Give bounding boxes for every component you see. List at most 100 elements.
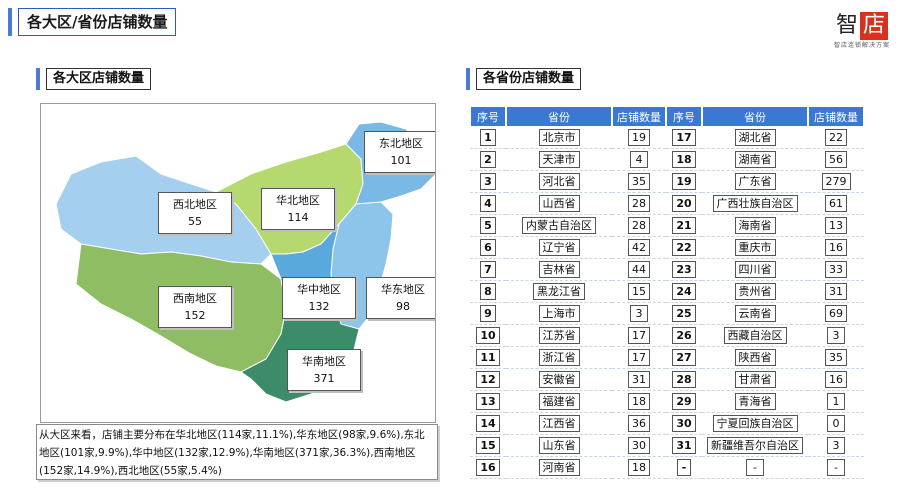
cell-province: 四川省 (702, 259, 808, 281)
cell-count-value: 33 (825, 261, 847, 278)
cell-seq: 2 (470, 149, 506, 171)
header-seq: 序号 (470, 106, 506, 127)
region-label-huazhong: 华中地区 132 (282, 277, 356, 319)
cell-count-value: 16 (825, 239, 847, 256)
cell-seq: 14 (470, 413, 506, 435)
cell-seq: 5 (470, 215, 506, 237)
cell-province: 新疆维吾尔自治区 (702, 435, 808, 457)
region-count: 371 (313, 372, 335, 385)
cell-province-value: 宁夏回族自治区 (712, 415, 798, 432)
region-count: 98 (396, 300, 410, 313)
region-name: 西南地区 (173, 292, 217, 305)
cell-province-value: 湖南省 (734, 151, 776, 168)
cell-count-value: 0 (827, 415, 845, 432)
cell-count: 0 (808, 413, 864, 435)
cell-province-value: 内蒙古自治区 (522, 217, 596, 234)
cell-seq: 28 (666, 369, 702, 391)
cell-seq: 27 (666, 347, 702, 369)
table-row: 8 黑龙江省 15 24 贵州省 31 (470, 281, 864, 303)
cell-seq-value: 28 (672, 371, 696, 388)
cell-seq: 4 (470, 193, 506, 215)
cell-province: 贵州省 (702, 281, 808, 303)
cell-seq-value: 24 (672, 283, 696, 300)
province-section-title-text: 各省份店铺数量 (476, 68, 582, 90)
cell-province: 内蒙古自治区 (506, 215, 612, 237)
cell-province: 福建省 (506, 391, 612, 413)
cell-province-value: 广西壮族自治区 (712, 195, 798, 212)
cell-seq-value: 7 (480, 261, 496, 278)
cell-count-value: 4 (630, 151, 648, 168)
cell-count-value: 18 (628, 459, 650, 476)
region-section-title: 各大区店铺数量 (36, 67, 152, 91)
cell-province: 山东省 (506, 435, 612, 457)
cell-count-value: 35 (628, 173, 650, 190)
cell-seq-value: - (677, 459, 691, 476)
header-seq: 序号 (666, 106, 702, 127)
cell-province: 青海省 (702, 391, 808, 413)
cell-province: 黑龙江省 (506, 281, 612, 303)
cell-seq: 29 (666, 391, 702, 413)
cell-count: 42 (612, 237, 666, 259)
cell-province-value: 安徽省 (538, 371, 580, 388)
cell-seq-value: 16 (476, 459, 500, 476)
cell-count: 31 (612, 369, 666, 391)
cell-province-value: 四川省 (734, 261, 776, 278)
cell-seq: 10 (470, 325, 506, 347)
cell-province-value: 黑龙江省 (533, 283, 585, 300)
cell-count: 15 (612, 281, 666, 303)
brand-logo: 智店 智店连锁解决方案 (826, 12, 898, 56)
cell-seq: 8 (470, 281, 506, 303)
cell-province-value: 新疆维吾尔自治区 (707, 437, 803, 454)
cell-seq: 12 (470, 369, 506, 391)
cell-count-value: 1 (827, 393, 845, 410)
cell-province: 甘肃省 (702, 369, 808, 391)
cell-province: 安徽省 (506, 369, 612, 391)
cell-count: 36 (612, 413, 666, 435)
cell-count: 279 (808, 171, 864, 193)
cell-count: 18 (612, 457, 666, 479)
cell-count: 17 (612, 347, 666, 369)
cell-count: 56 (808, 149, 864, 171)
cell-seq-value: 9 (480, 305, 496, 322)
cell-province-value: 重庆市 (734, 239, 776, 256)
region-count: 101 (390, 154, 412, 167)
cell-province: 天津市 (506, 149, 612, 171)
province-store-table: 序号 省份 店铺数量 序号 省份 店铺数量 1 北京市 19 17 湖北省 22 2 天津市 4… (470, 106, 864, 479)
cell-province: 吉林省 (506, 259, 612, 281)
cell-seq-value: 27 (672, 349, 696, 366)
cell-seq: 31 (666, 435, 702, 457)
cell-count: 17 (612, 325, 666, 347)
cell-province: 河北省 (506, 171, 612, 193)
cell-count-value: - (827, 459, 845, 476)
cell-seq-value: 30 (672, 415, 696, 432)
cell-province-value: 福建省 (538, 393, 580, 410)
cell-count: 33 (808, 259, 864, 281)
cell-province: 湖南省 (702, 149, 808, 171)
cell-count: 3 (808, 435, 864, 457)
region-section-title-text: 各大区店铺数量 (46, 68, 152, 90)
cell-province: 江西省 (506, 413, 612, 435)
cell-count: 22 (808, 127, 864, 149)
logo-char-main: 智 (835, 13, 858, 38)
table-row: 10 江苏省 17 26 西藏自治区 3 (470, 325, 864, 347)
cell-seq-value: 11 (476, 349, 500, 366)
cell-count-value: 13 (825, 217, 847, 234)
region-name: 华南地区 (302, 355, 346, 368)
cell-seq: - (666, 457, 702, 479)
table-row: 13 福建省 18 29 青海省 1 (470, 391, 864, 413)
cell-seq-value: 26 (672, 327, 696, 344)
cell-count: 28 (612, 215, 666, 237)
cell-province: 辽宁省 (506, 237, 612, 259)
cell-seq: 21 (666, 215, 702, 237)
cell-seq: 15 (470, 435, 506, 457)
cell-seq: 30 (666, 413, 702, 435)
cell-count-value: 44 (628, 261, 650, 278)
cell-count-value: 279 (821, 173, 851, 190)
cell-province-value: 辽宁省 (538, 239, 580, 256)
cell-province-value: 江苏省 (538, 327, 580, 344)
cell-province-value: 河南省 (538, 459, 580, 476)
cell-seq: 19 (666, 171, 702, 193)
cell-province-value: 山西省 (538, 195, 580, 212)
cell-count-value: 61 (825, 195, 847, 212)
cell-count-value: 18 (628, 393, 650, 410)
